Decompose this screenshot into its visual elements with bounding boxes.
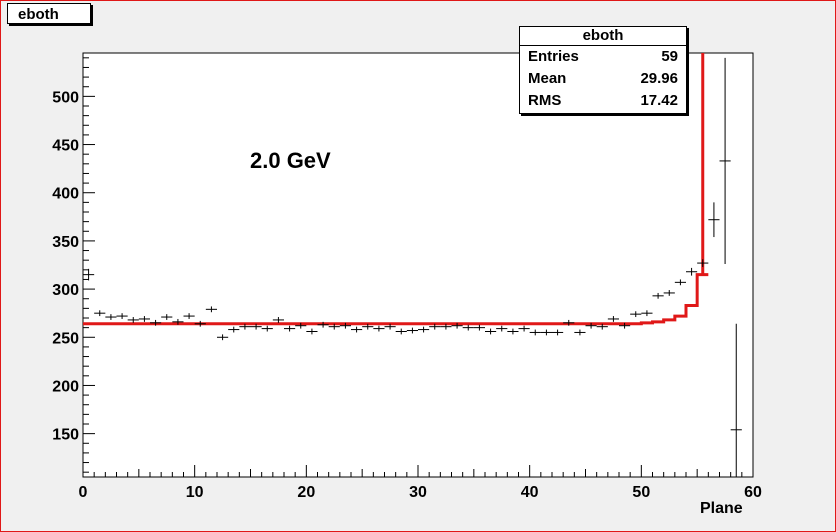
data-point (161, 314, 173, 320)
stats-value: 29.96 (640, 70, 678, 87)
data-point (652, 292, 664, 299)
data-point (306, 328, 318, 335)
data-point (641, 310, 653, 317)
data-point (429, 323, 441, 330)
stats-row-rms: RMS 17.42 (520, 90, 686, 112)
stats-label: Mean (528, 70, 567, 87)
data-point (574, 329, 586, 336)
x-tick-label: 0 (79, 484, 88, 501)
stats-label: RMS (528, 92, 562, 109)
data-point (384, 323, 396, 330)
data-point (339, 322, 351, 329)
stats-row-mean: Mean 29.96 (520, 68, 686, 90)
data-point (663, 290, 675, 296)
data-point (328, 323, 340, 330)
data-point (619, 322, 631, 329)
data-point (462, 324, 474, 331)
data-point (418, 326, 430, 333)
data-point (563, 319, 575, 326)
data-point (596, 323, 608, 330)
data-point (362, 323, 374, 330)
x-tick-label: 30 (409, 484, 427, 501)
y-tick-label: 150 (52, 427, 79, 444)
y-axis: 150 200 250 300 350 400 450 500 (52, 57, 95, 473)
data-point (518, 325, 530, 332)
x-tick-label: 40 (521, 484, 539, 501)
stats-box: eboth Entries 59 Mean 29.96 RMS 17.42 (519, 26, 687, 114)
data-point (496, 325, 508, 332)
data-point (194, 320, 206, 327)
energy-annotation: 2.0 GeV (250, 148, 331, 173)
data-point (138, 316, 150, 322)
data-point (395, 328, 407, 335)
data-point (630, 311, 642, 318)
data-point (607, 316, 619, 322)
data-point (697, 259, 709, 267)
data-point (708, 202, 720, 238)
x-tick-label: 20 (297, 484, 315, 501)
data-point (585, 322, 597, 329)
data-point (284, 325, 296, 332)
data-point (105, 314, 117, 320)
plot-frame (82, 52, 754, 478)
stats-value: 17.42 (640, 92, 678, 109)
data-point (451, 322, 463, 329)
x-tick-label: 50 (632, 484, 650, 501)
data-point (295, 322, 307, 329)
y-tick-label: 500 (52, 89, 79, 106)
data-point (485, 328, 497, 335)
y-tick-label: 250 (52, 330, 79, 347)
data-point (272, 317, 284, 323)
data-point (150, 319, 162, 326)
stats-row-entries: Entries 59 (520, 46, 686, 68)
data-point (406, 327, 418, 334)
y-tick-label: 400 (52, 186, 79, 203)
x-axis-title: Plane (700, 500, 743, 517)
data-point (674, 279, 686, 286)
data-point (261, 325, 273, 332)
canvas-title: eboth (7, 3, 91, 24)
data-point (552, 329, 564, 336)
data-point (373, 325, 385, 332)
x-axis: 0 10 20 30 40 50 60 (79, 465, 762, 501)
data-point (250, 323, 262, 330)
stats-value: 59 (661, 48, 678, 65)
stats-label: Entries (528, 48, 579, 65)
data-point (116, 313, 128, 319)
data-point (317, 321, 329, 328)
data-point (217, 334, 229, 341)
data-point (228, 326, 240, 333)
data-point (540, 329, 552, 336)
y-tick-label: 450 (52, 138, 79, 155)
y-tick-label: 350 (52, 234, 79, 251)
data-point (730, 323, 742, 477)
stats-title: eboth (520, 27, 686, 46)
data-point (686, 267, 698, 276)
data-point (172, 318, 184, 325)
y-tick-label: 200 (52, 378, 79, 395)
data-point (473, 324, 485, 331)
data-point (183, 313, 195, 319)
data-points (83, 57, 742, 477)
data-point (529, 329, 541, 336)
x-tick-label: 10 (186, 484, 204, 501)
y-tick-label: 300 (52, 282, 79, 299)
data-point (507, 328, 519, 335)
x-tick-label: 60 (744, 484, 762, 501)
data-point (83, 268, 95, 281)
data-point (719, 57, 731, 265)
data-point (440, 323, 452, 330)
data-point (127, 317, 139, 323)
data-point (239, 323, 251, 330)
data-point (205, 306, 217, 313)
data-point (94, 310, 106, 317)
data-point (351, 326, 363, 333)
